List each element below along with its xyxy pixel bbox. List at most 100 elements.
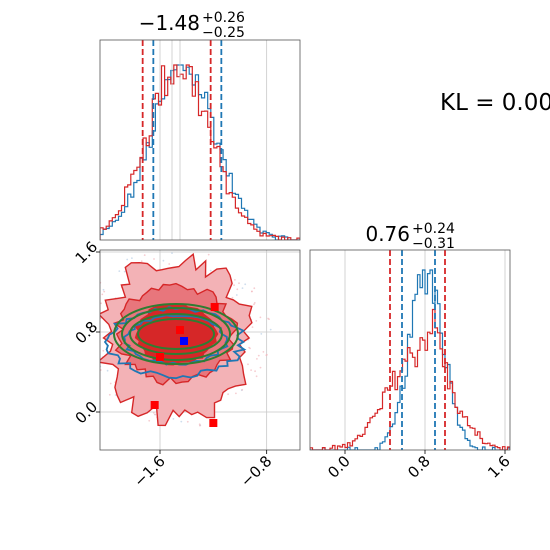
- param1-title-sub: −0.25: [202, 25, 245, 41]
- scatter-point: [106, 369, 109, 372]
- red-square-marker: [156, 353, 164, 361]
- scatter-point: [260, 333, 263, 335]
- param1-hist-frame: [99, 39, 301, 241]
- scatter-markers: [150, 303, 219, 427]
- scatter-point: [93, 374, 95, 376]
- scatter-point: [168, 263, 171, 265]
- scatter-point: [236, 288, 239, 291]
- param2-title-sup: +0.24: [412, 221, 455, 237]
- scatter-point: [103, 290, 106, 293]
- scatter-point: [262, 351, 265, 353]
- scatter-point: [234, 279, 236, 281]
- scatter-point: [249, 347, 251, 350]
- red-square-marker: [209, 419, 218, 427]
- scatter-point: [257, 354, 260, 357]
- panel-2d: 0.0 0.8 1.6 −1.6 −0.8: [72, 238, 301, 491]
- scatter-point: [109, 382, 112, 385]
- scatter-point: [235, 392, 237, 395]
- scatter-point: [180, 420, 183, 423]
- y-tick-label: 0.8: [72, 318, 102, 348]
- scatter-point: [253, 303, 255, 306]
- param2-hist-frame: [309, 249, 511, 451]
- panel-param2-hist: 0.0 0.8 1.6 0.76 +0.24 −0.31: [309, 221, 514, 482]
- scatter-point: [267, 317, 269, 320]
- scatter-frame: [99, 249, 301, 451]
- param2-hist-blue: [310, 269, 510, 450]
- contour-green-ring: [113, 303, 239, 365]
- x-tick-label: −0.8: [237, 452, 275, 490]
- panel-param1-hist: −1.48 +0.26 −0.25: [99, 10, 301, 241]
- param2-quantile-lines: [389, 250, 446, 450]
- scatter-point: [189, 244, 191, 246]
- scatter-y-ticks: 0.0 0.8 1.6: [72, 238, 102, 428]
- scatter-point: [241, 388, 244, 391]
- scatter-point: [118, 270, 121, 272]
- param2-title-main: 0.76: [365, 222, 410, 246]
- scatter-point: [96, 285, 98, 287]
- x-tick-label: −1.6: [130, 452, 168, 490]
- param1-hist-grid: [159, 40, 268, 240]
- scatter-point: [235, 294, 238, 296]
- scatter-point: [209, 269, 212, 272]
- scatter-point: [146, 248, 148, 250]
- scatter-point: [153, 258, 155, 260]
- scatter-point: [251, 326, 254, 328]
- scatter-point: [186, 420, 189, 423]
- scatter-point: [256, 358, 258, 360]
- scatter-point: [131, 257, 133, 259]
- param1-quantile-lines: [141, 40, 223, 240]
- scatter-point: [108, 393, 111, 396]
- kl-annotation: KL = 0.00: [440, 90, 550, 116]
- x-tick-label: 0.0: [324, 452, 354, 482]
- scatter-point: [250, 369, 253, 371]
- scatter-point: [162, 259, 165, 262]
- scatter-point: [255, 320, 258, 322]
- blue-square-marker: [180, 337, 188, 345]
- contour-green-ring: [129, 313, 223, 355]
- scatter-point: [238, 282, 240, 285]
- scatter-point: [101, 293, 104, 296]
- scatter-point: [231, 296, 234, 299]
- red-square-marker: [210, 303, 219, 311]
- scatter-point: [152, 247, 154, 249]
- scatter-point: [172, 418, 175, 420]
- scatter-point: [255, 375, 258, 378]
- scatter-point: [154, 413, 157, 416]
- red-square-marker: [176, 326, 184, 334]
- scatter-point: [253, 287, 256, 290]
- scatter-point: [89, 311, 91, 313]
- contour-green-ring: [121, 307, 231, 361]
- scatter-point: [198, 423, 201, 426]
- x-tick-label: 1.6: [484, 452, 514, 482]
- scatter-point: [83, 313, 85, 315]
- param2-x-ticks: 0.0 0.8 1.6: [324, 450, 514, 482]
- y-tick-label: 1.6: [72, 238, 102, 268]
- scatter-point: [114, 394, 117, 396]
- scatter-point: [143, 254, 146, 256]
- scatter-point: [266, 353, 268, 356]
- x-tick-label: 0.8: [404, 452, 434, 482]
- contour-green-ring: [137, 318, 215, 350]
- scatter-point: [259, 316, 262, 319]
- scatter-point: [152, 411, 155, 414]
- scatter-point: [96, 360, 98, 362]
- scatter-point: [251, 290, 253, 293]
- param1-hist-blue: [100, 64, 300, 240]
- scatter-point: [254, 370, 256, 373]
- scatter-point: [140, 260, 143, 263]
- scatter-point: [97, 323, 99, 325]
- red-square-marker: [150, 401, 159, 409]
- scatter-point: [233, 284, 236, 287]
- scatter-point: [98, 287, 100, 289]
- scatter-point: [247, 363, 249, 366]
- scatter-point: [123, 270, 126, 273]
- y-tick-label: 0.0: [72, 398, 102, 428]
- param1-title-sup: +0.26: [202, 10, 245, 26]
- param2-hist-red: [310, 308, 510, 450]
- scatter-point: [97, 384, 99, 386]
- scatter-point: [207, 253, 210, 256]
- scatter-point: [241, 287, 244, 289]
- scatter-point: [269, 328, 272, 331]
- scatter-point: [102, 349, 105, 352]
